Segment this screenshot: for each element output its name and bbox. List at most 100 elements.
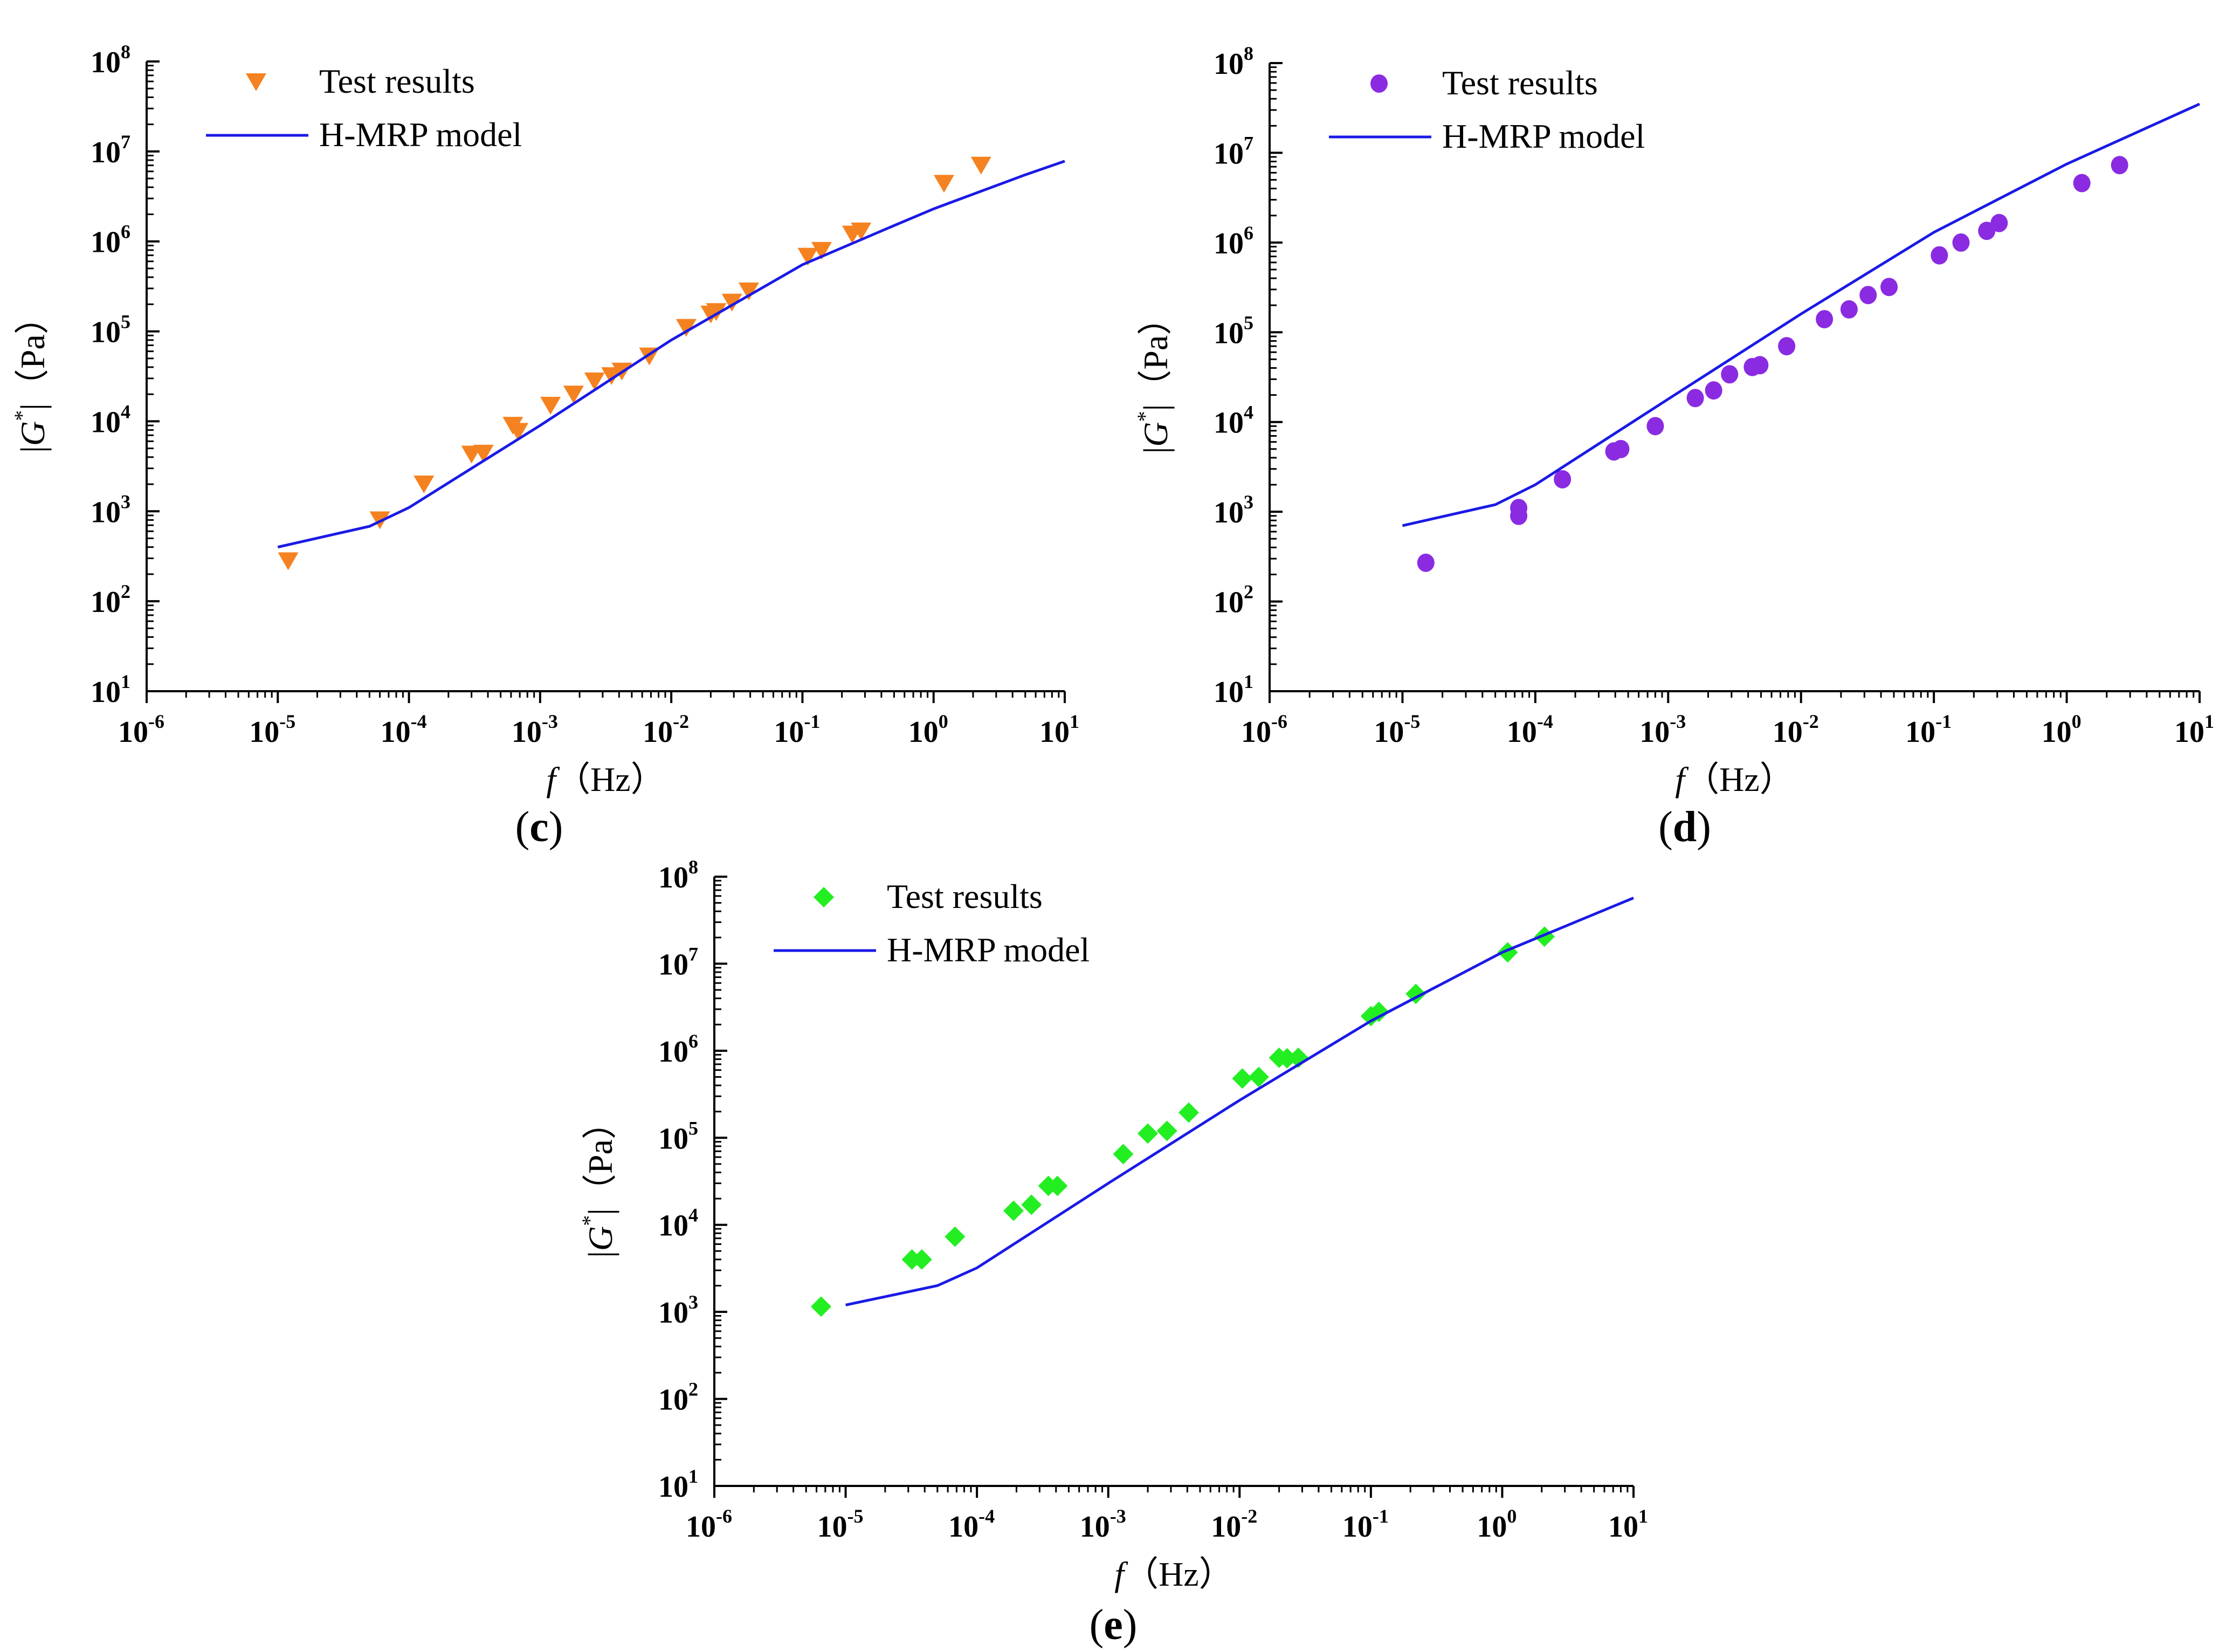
x-tick-label: 10-3: [1639, 711, 1686, 749]
chart-d: 10-6 10-5 10-4 10-3 10-2 10-1 100 101 101 102 103 1…: [1133, 43, 2214, 851]
panel-label: (c): [515, 803, 563, 851]
legend-label-h-mrp-model: H-MRP model: [887, 931, 1090, 969]
data-point: [278, 552, 299, 570]
data-point: [584, 372, 605, 390]
x-tick-label: 10-4: [948, 1505, 995, 1544]
data-point: [1778, 337, 1796, 356]
data-point: [1952, 233, 1970, 252]
y-tick-label: 101: [91, 671, 130, 709]
legend-label-test-results: Test results: [319, 62, 475, 100]
data-point: [508, 423, 529, 441]
data-point: [1840, 300, 1858, 319]
data-point: [1277, 1048, 1298, 1069]
data-point: [1686, 389, 1704, 408]
data-point: [911, 1249, 932, 1270]
x-tick-label: 10-5: [1374, 711, 1420, 749]
y-tick-label: 103: [658, 1291, 698, 1330]
x-tick-label: 10-2: [1211, 1505, 1257, 1544]
legend-marker-test-results: [246, 73, 266, 91]
panel-label: (e): [1090, 1601, 1138, 1649]
data-point: [1138, 1123, 1159, 1144]
x-tick-label: 101: [1608, 1505, 1648, 1544]
panel-label: (d): [1658, 803, 1711, 851]
data-point: [1021, 1194, 1042, 1215]
x-tick-label: 10-4: [381, 711, 427, 749]
x-tick-label: 100: [908, 711, 948, 749]
y-tick-label: 107: [1214, 132, 1253, 170]
data-point: [676, 319, 697, 337]
y-tick-label: 106: [658, 1030, 698, 1069]
model-line: [1402, 102, 2201, 527]
y-tick-label: 106: [1214, 222, 1253, 260]
data-point: [1178, 1102, 1199, 1123]
data-point: [1880, 278, 1898, 297]
legend-marker-test-results: [1370, 74, 1388, 93]
data-point: [706, 303, 727, 321]
y-tick-label: 107: [91, 131, 130, 169]
legend-marker-test-results: [814, 887, 834, 907]
data-point: [601, 367, 622, 386]
data-point: [1417, 553, 1435, 572]
y-tick-label: 108: [658, 856, 698, 894]
data-point: [721, 293, 742, 312]
legend-label-h-mrp-model: H-MRP model: [319, 115, 522, 154]
data-point: [563, 386, 584, 404]
data-point: [1510, 506, 1528, 525]
y-tick-label: 101: [1214, 671, 1253, 709]
x-tick-label: 10-1: [774, 711, 820, 749]
y-tick-label: 104: [1214, 402, 1253, 440]
data-point: [738, 282, 759, 300]
chart-c: 10-6 10-5 10-4 10-3 10-2 10-1 100 101 101 102 103 1…: [10, 41, 1079, 851]
data-point: [1646, 417, 1664, 436]
y-tick-label: 105: [1214, 312, 1253, 350]
data-point: [1368, 1001, 1389, 1022]
x-tick-label: 10-2: [643, 711, 689, 749]
model-line: [277, 160, 1065, 549]
data-point: [1554, 470, 1572, 488]
x-tick-label: 10-2: [1773, 711, 1819, 749]
x-tick-label: 10-3: [512, 711, 558, 749]
data-point: [811, 242, 832, 260]
legend-label-test-results: Test results: [887, 877, 1043, 916]
data-point: [1047, 1175, 1068, 1196]
x-tick-label: 100: [2042, 711, 2082, 749]
data-point: [1859, 286, 1877, 305]
data-point: [540, 397, 561, 415]
data-point: [933, 175, 954, 193]
x-tick-label: 101: [2174, 711, 2214, 749]
data-point: [1612, 439, 1630, 458]
x-tick-label: 10-6: [118, 711, 164, 749]
y-tick-label: 102: [91, 581, 130, 619]
x-axis-title: f（Hz）: [1675, 760, 1794, 799]
data-point: [1990, 214, 2008, 232]
x-axis-title: f（Hz）: [546, 760, 665, 799]
x-tick-label: 10-5: [249, 711, 295, 749]
data-point: [1978, 222, 1996, 240]
data-point: [1232, 1068, 1253, 1089]
y-axis-title: |G*|（Pa）: [577, 1105, 619, 1258]
chart-e: 10-6 10-5 10-4 10-3 10-2 10-1 100 101 101 102 103 1…: [577, 856, 1648, 1649]
x-tick-label: 10-6: [1241, 711, 1287, 749]
y-tick-label: 102: [1214, 581, 1253, 620]
y-tick-label: 101: [658, 1465, 698, 1504]
x-axis-title: f（Hz）: [1114, 1555, 1233, 1593]
x-tick-label: 100: [1477, 1505, 1517, 1544]
data-point: [970, 156, 991, 175]
x-tick-label: 10-1: [1342, 1505, 1389, 1544]
data-point: [1751, 356, 1769, 375]
y-tick-label: 106: [91, 221, 130, 259]
data-point: [1003, 1200, 1024, 1221]
data-point: [413, 476, 435, 494]
data-point: [1816, 309, 1834, 328]
x-tick-label: 101: [1039, 711, 1079, 749]
data-point: [473, 444, 494, 463]
y-tick-label: 102: [658, 1379, 698, 1417]
x-tick-label: 10-5: [817, 1505, 864, 1544]
y-tick-label: 103: [1214, 491, 1253, 529]
x-tick-label: 10-1: [1905, 711, 1952, 749]
legend-label-h-mrp-model: H-MRP model: [1442, 117, 1645, 155]
data-point: [1721, 365, 1739, 384]
y-axis-title: |G*|（Pa）: [10, 300, 52, 453]
data-point: [945, 1226, 966, 1247]
